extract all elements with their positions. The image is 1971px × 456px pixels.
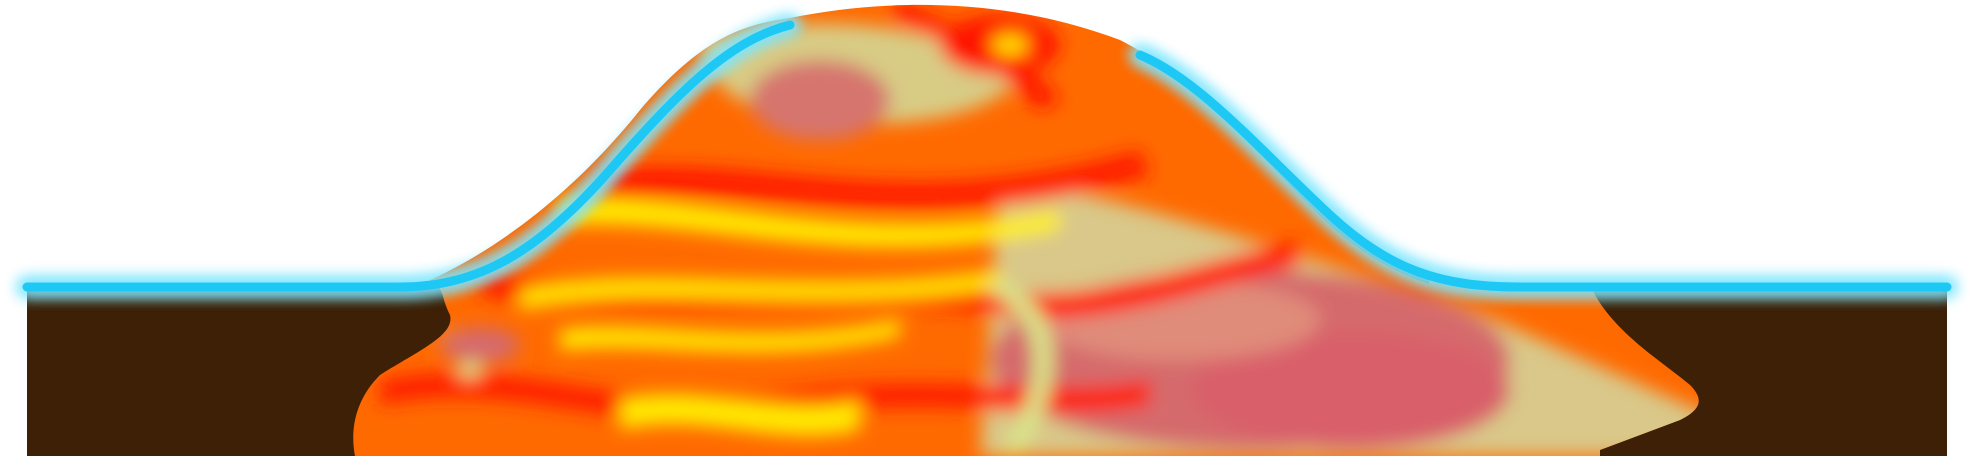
surface-line — [22, 20, 1952, 292]
